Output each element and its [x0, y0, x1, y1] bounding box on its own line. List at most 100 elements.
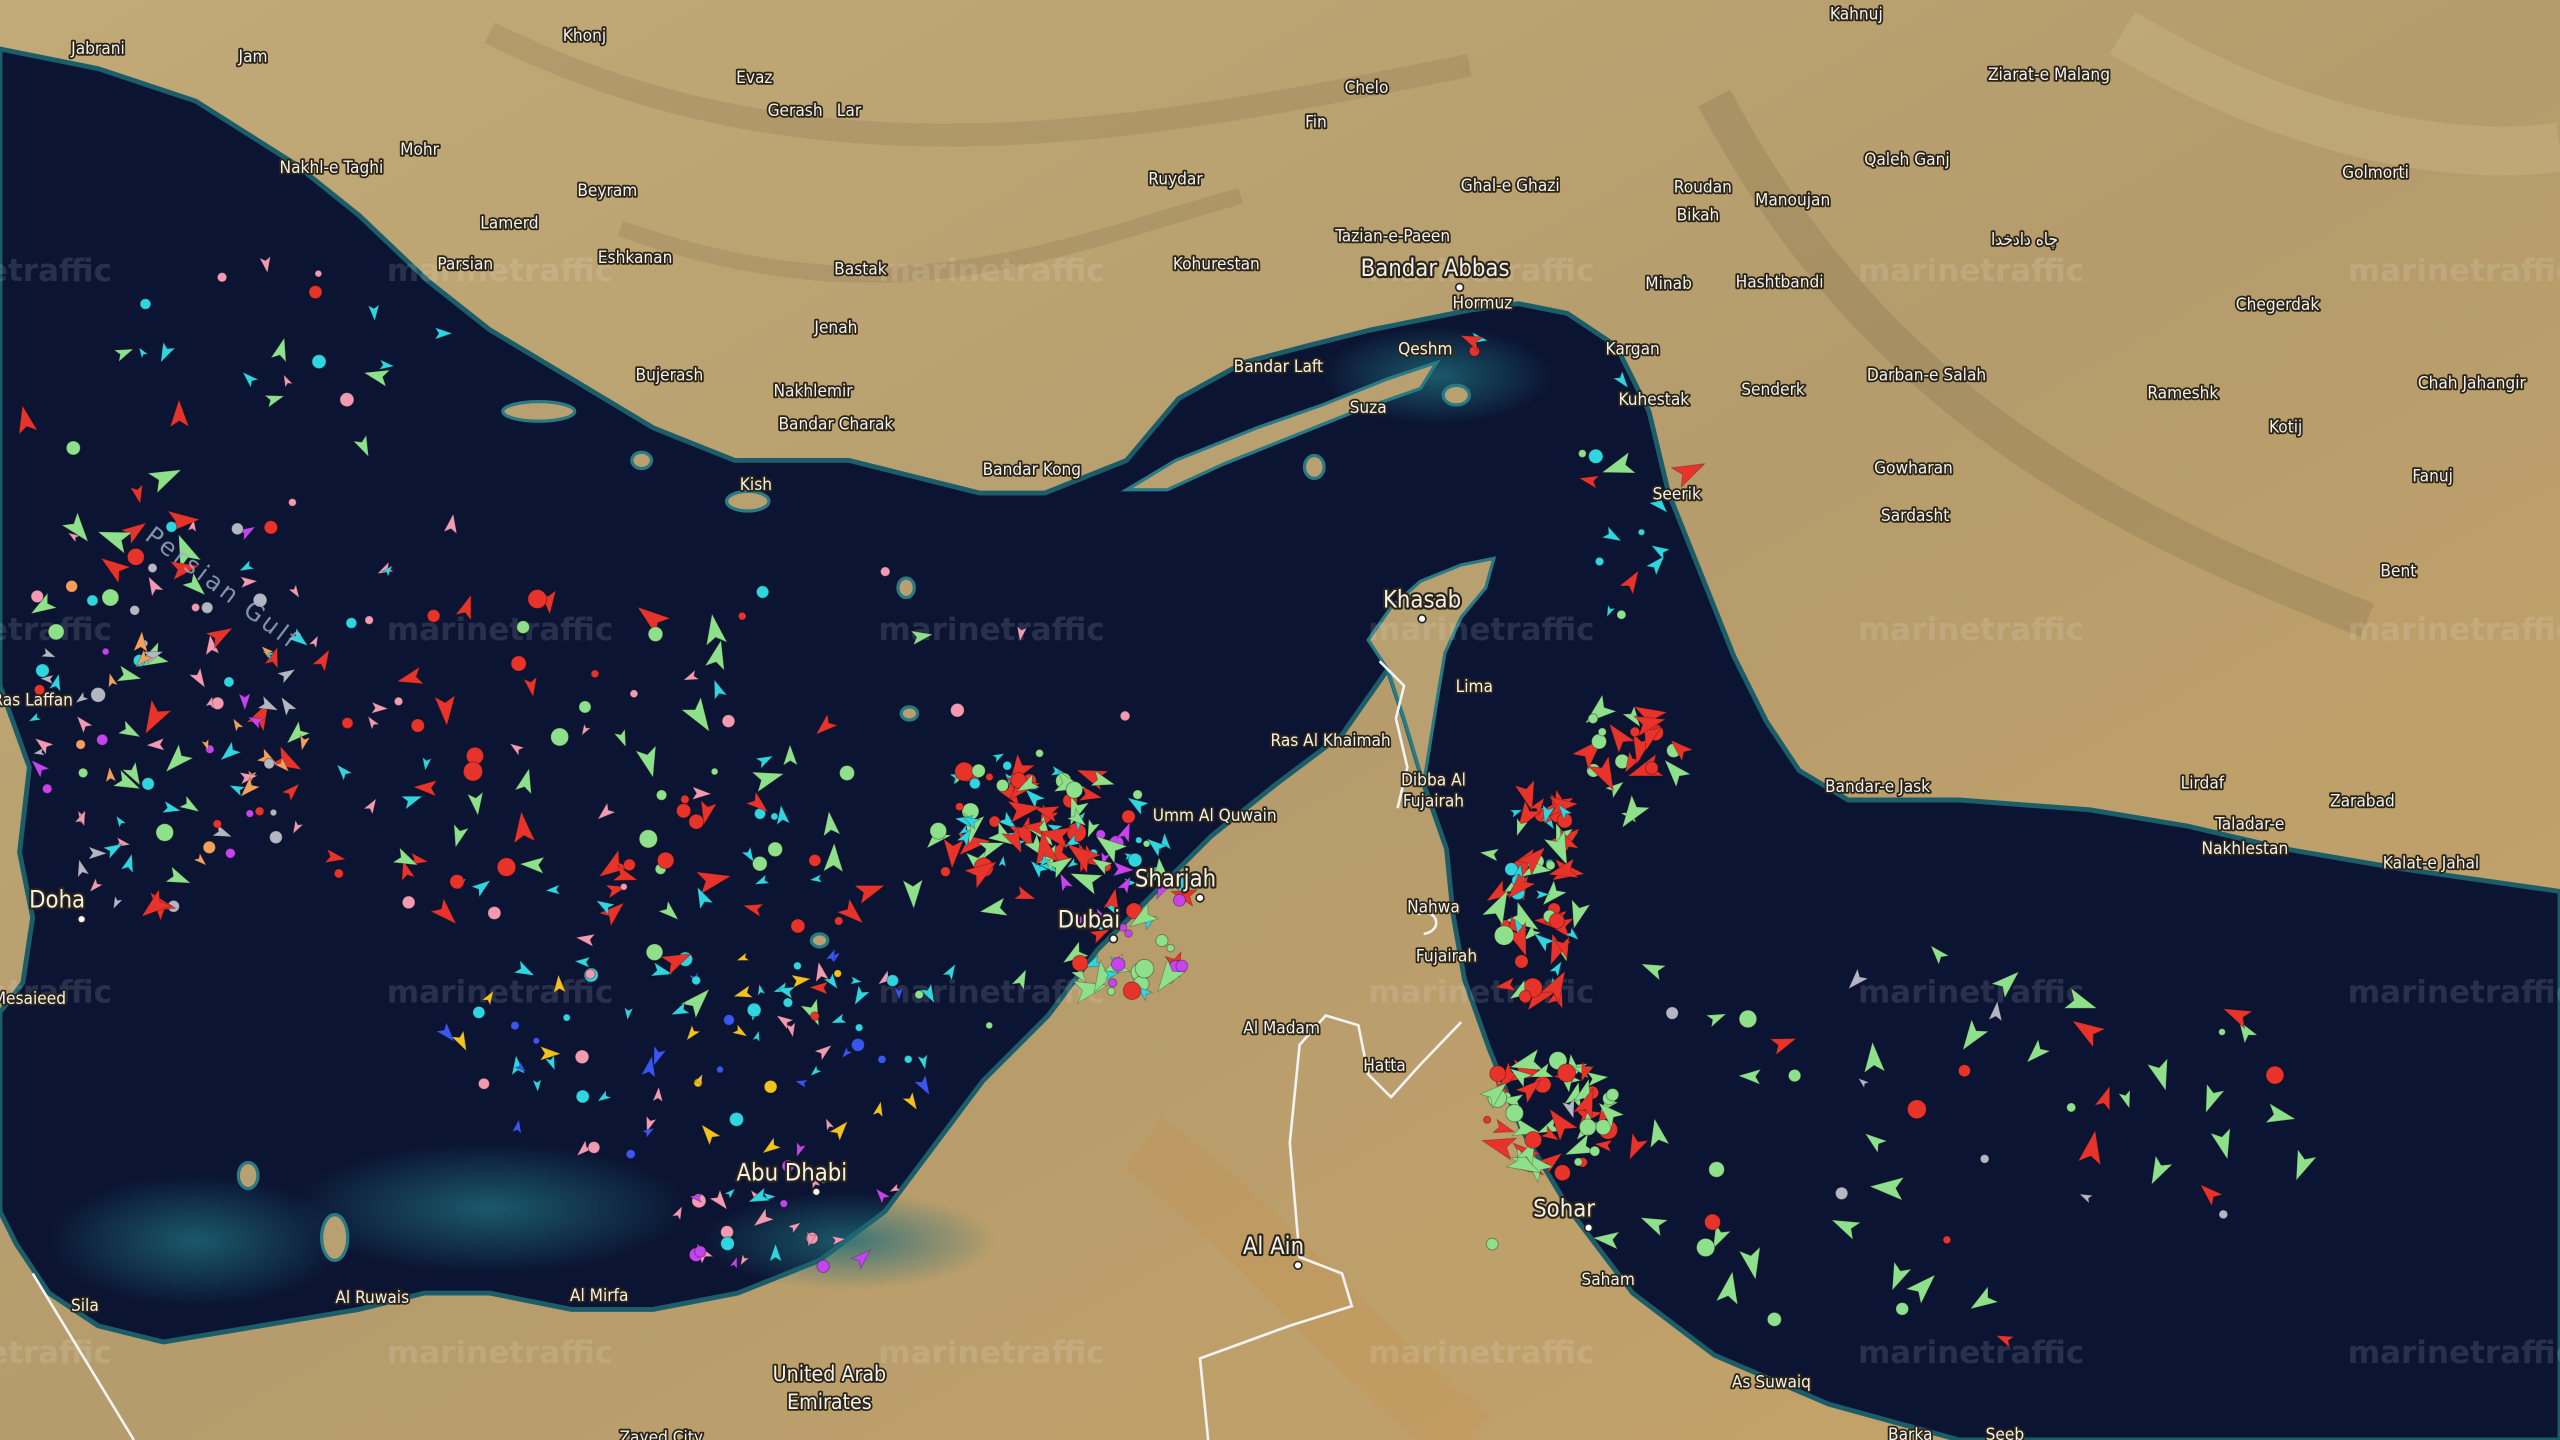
vessel-marker-underway[interactable]: [155, 340, 177, 365]
vessel-marker-underway[interactable]: [1066, 864, 1104, 896]
vessel-marker-underway[interactable]: [1856, 1076, 1871, 1090]
vessel-marker-underway[interactable]: [1539, 1124, 1562, 1145]
vessel-marker-underway[interactable]: [657, 899, 683, 925]
vessel-marker-underway[interactable]: [2219, 1000, 2254, 1030]
vessel-marker-underway[interactable]: [695, 865, 733, 895]
vessel-marker-underway[interactable]: [1077, 784, 1104, 805]
vessel-marker-anchored[interactable]: [1589, 1145, 1601, 1157]
vessel-marker-anchored[interactable]: [1134, 958, 1155, 979]
vessel-marker-underway[interactable]: [1092, 906, 1112, 928]
vessel-marker-underway[interactable]: [289, 819, 305, 836]
vessel-marker-anchored[interactable]: [1135, 836, 1143, 844]
vessel-marker-underway[interactable]: [611, 864, 640, 887]
vessel-marker-anchored[interactable]: [746, 1002, 762, 1018]
vessel-marker-anchored[interactable]: [393, 696, 404, 707]
vessel-marker-underway[interactable]: [1065, 807, 1090, 831]
vessel-marker-underway[interactable]: [121, 760, 146, 789]
vessel-marker-anchored[interactable]: [1122, 981, 1142, 1000]
vessel-marker-underway[interactable]: [671, 1204, 686, 1222]
vessel-marker-anchored[interactable]: [629, 689, 639, 699]
vessel-marker-underway[interactable]: [812, 960, 830, 983]
vessel-marker-underway[interactable]: [511, 810, 536, 845]
vessel-marker-underway[interactable]: [188, 666, 210, 691]
vessel-marker-anchored[interactable]: [710, 767, 719, 776]
vessel-marker-underway[interactable]: [159, 743, 195, 778]
vessel-marker-underway[interactable]: [1000, 824, 1029, 857]
vessel-marker-anchored[interactable]: [1597, 727, 1607, 737]
vessel-marker-anchored[interactable]: [954, 802, 965, 812]
vessel-marker-anchored[interactable]: [1493, 925, 1515, 946]
vessel-marker-anchored[interactable]: [1588, 448, 1604, 465]
vessel-marker-underway[interactable]: [808, 1064, 823, 1078]
vessel-marker-underway[interactable]: [708, 1188, 732, 1214]
vessel-marker-underway[interactable]: [2197, 1082, 2226, 1116]
vessel-marker-underway[interactable]: [746, 1186, 772, 1209]
vessel-marker-underway[interactable]: [178, 794, 202, 817]
vessel-marker-anchored[interactable]: [1002, 760, 1013, 771]
vessel-marker-underway[interactable]: [642, 1114, 658, 1134]
vessel-marker-underway[interactable]: [73, 858, 90, 879]
vessel-marker-anchored[interactable]: [929, 822, 948, 840]
vessel-marker-anchored[interactable]: [903, 1054, 913, 1064]
vessel-marker-anchored[interactable]: [971, 763, 986, 778]
vessel-marker-underway[interactable]: [132, 648, 154, 670]
vessel-marker-anchored[interactable]: [1578, 1118, 1597, 1137]
vessel-marker-underway[interactable]: [1565, 898, 1592, 931]
vessel-marker-anchored[interactable]: [833, 916, 844, 926]
vessel-marker-anchored[interactable]: [1072, 914, 1083, 926]
vessel-marker-underway[interactable]: [1511, 1116, 1542, 1142]
vessel-marker-underway[interactable]: [1990, 965, 2026, 1000]
vessel-marker-underway[interactable]: [853, 876, 888, 905]
vessel-marker-anchored[interactable]: [1127, 852, 1143, 868]
vessel-marker-underway[interactable]: [73, 712, 94, 735]
vessel-marker-underway[interactable]: [828, 1117, 852, 1143]
vessel-marker-underway[interactable]: [872, 1185, 892, 1205]
vessel-marker-underway[interactable]: [1015, 625, 1028, 643]
vessel-marker-underway[interactable]: [1010, 967, 1032, 991]
vessel-marker-underway[interactable]: [1954, 1018, 1990, 1056]
vessel-marker-anchored[interactable]: [694, 1245, 707, 1258]
vessel-marker-underway[interactable]: [95, 550, 132, 585]
vessel-marker-anchored[interactable]: [1573, 1157, 1583, 1167]
vessel-marker-underway[interactable]: [39, 646, 57, 662]
vessel-marker-underway[interactable]: [759, 1136, 783, 1159]
vessel-marker-underway[interactable]: [164, 865, 194, 891]
vessel-marker-underway[interactable]: [595, 1089, 613, 1105]
vessel-marker-anchored[interactable]: [688, 813, 705, 830]
vessel-marker-anchored[interactable]: [1591, 733, 1608, 750]
vessel-marker-underway[interactable]: [169, 398, 190, 428]
vessel-marker-anchored[interactable]: [77, 767, 89, 779]
vessel-marker-underway[interactable]: [27, 756, 51, 779]
vessel-marker-underway[interactable]: [518, 856, 546, 875]
vessel-marker-anchored[interactable]: [1142, 839, 1151, 848]
vessel-marker-underway[interactable]: [1613, 793, 1651, 834]
vessel-marker-underway[interactable]: [811, 712, 839, 740]
vessel-marker-anchored[interactable]: [30, 589, 44, 604]
vessel-marker-underway[interactable]: [744, 790, 773, 818]
vessel-marker-anchored[interactable]: [147, 562, 158, 574]
vessel-marker-underway[interactable]: [1593, 1138, 1614, 1153]
vessel-marker-underway[interactable]: [2209, 1127, 2238, 1161]
vessel-marker-underway[interactable]: [1511, 817, 1529, 838]
vessel-marker-underway[interactable]: [2077, 1128, 2106, 1167]
vessel-marker-underway[interactable]: [835, 897, 869, 930]
vessel-marker-underway[interactable]: [792, 1140, 807, 1158]
vessel-marker-underway[interactable]: [433, 694, 457, 728]
vessel-marker-underway[interactable]: [259, 643, 275, 660]
vessel-marker-anchored[interactable]: [477, 1077, 490, 1090]
vessel-marker-anchored[interactable]: [954, 761, 975, 782]
vessel-marker-anchored[interactable]: [165, 520, 178, 533]
vessel-marker-underway[interactable]: [1587, 754, 1623, 795]
vessel-marker-underway[interactable]: [246, 712, 266, 730]
vessel-marker-anchored[interactable]: [1124, 929, 1133, 938]
vessel-marker-underway[interactable]: [996, 810, 1021, 834]
vessel-marker-underway[interactable]: [888, 1182, 903, 1196]
vessel-marker-underway[interactable]: [27, 711, 43, 725]
vessel-marker-underway[interactable]: [794, 1077, 809, 1089]
vessel-marker-anchored[interactable]: [2066, 1102, 2077, 1113]
vessel-marker-underway[interactable]: [1670, 454, 1710, 489]
vessel-marker-anchored[interactable]: [527, 589, 548, 609]
vessel-marker-underway[interactable]: [1553, 935, 1574, 961]
vessel-marker-underway[interactable]: [996, 778, 1026, 811]
vessel-marker-underway[interactable]: [169, 557, 200, 581]
